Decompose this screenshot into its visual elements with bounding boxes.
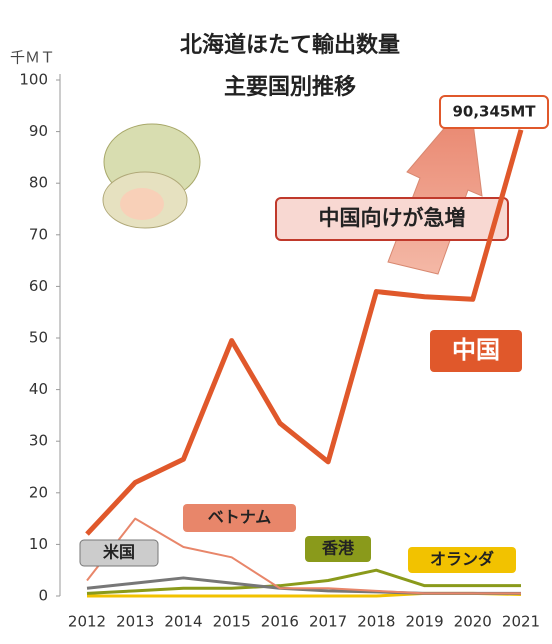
y-tick-label: 10 <box>29 535 48 553</box>
chart: 北海道ほたて輸出数量 主要国別推移 千ＭＴ 中国向けが急増 0 10 20 30 40 5… <box>0 0 552 640</box>
annotation: 中国向けが急増 <box>319 206 466 230</box>
y-axis-label: 千ＭＴ <box>10 49 55 67</box>
y-tick-label: 100 <box>19 71 48 89</box>
x-tick-label: 2014 <box>164 613 202 631</box>
scallop-icon <box>103 124 200 228</box>
y-tick-label: 0 <box>38 587 48 605</box>
series-label: ベトナム <box>208 508 272 527</box>
y-tick-label: 70 <box>29 225 48 243</box>
series-label: 香港 <box>321 539 355 558</box>
x-tick-label: 2020 <box>454 613 492 631</box>
y-tick-label: 60 <box>29 277 48 295</box>
series-label: 米国 <box>103 543 135 562</box>
data-label: 90,345MT <box>452 103 536 121</box>
x-tick-label: 2015 <box>213 613 251 631</box>
chart-title: 北海道ほたて輸出数量 <box>180 32 400 58</box>
y-tick-label: 50 <box>29 329 48 347</box>
x-tick-label: 2012 <box>68 613 106 631</box>
chart-subtitle: 主要国別推移 <box>224 74 356 100</box>
series-label: オランダ <box>430 550 494 569</box>
y-tick-label: 40 <box>29 380 48 398</box>
x-tick-label: 2017 <box>309 613 347 631</box>
x-tick-label: 2013 <box>116 613 154 631</box>
y-tick-label: 80 <box>29 174 48 192</box>
x-tick-label: 2018 <box>357 613 395 631</box>
y-tick-label: 90 <box>29 122 48 140</box>
series-label: 中国 <box>452 336 500 364</box>
y-tick-label: 30 <box>29 432 48 450</box>
x-tick-label: 2016 <box>261 613 299 631</box>
x-tick-label: 2019 <box>405 613 443 631</box>
x-tick-label: 2021 <box>502 613 540 631</box>
y-tick-label: 20 <box>29 483 48 501</box>
